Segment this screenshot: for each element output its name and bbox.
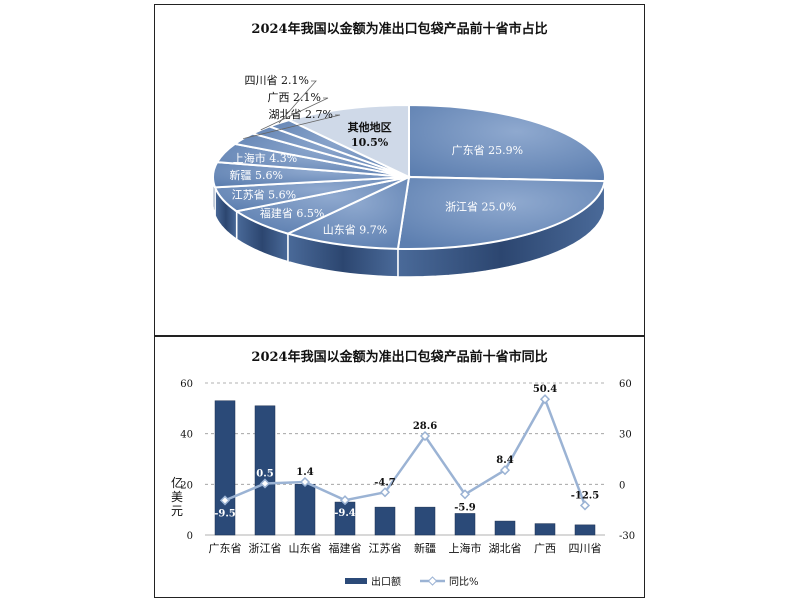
pie-label-item-7: 湖北省 2.7% bbox=[269, 108, 333, 121]
bars bbox=[214, 400, 596, 536]
pie-label-item-10: 其他地区 bbox=[348, 120, 392, 134]
bar-0 bbox=[214, 400, 236, 536]
left-tick-3: 60 bbox=[180, 379, 193, 390]
yoy-label-0: -9.5 bbox=[214, 508, 236, 519]
yoy-label-5: 28.6 bbox=[413, 421, 437, 432]
legend-line-label: 同比% bbox=[449, 576, 479, 588]
bar-4 bbox=[374, 506, 396, 536]
x-tick-8: 广西 bbox=[534, 542, 556, 555]
yoy-point-4 bbox=[379, 487, 391, 498]
x-tick-2: 山东省 bbox=[289, 542, 322, 555]
pie-leader-item-7 bbox=[243, 114, 341, 139]
x-tick-0: 广东省 bbox=[209, 542, 242, 555]
combo-chart-panel: 2024年我国以金额为准出口包袋产品前十省市同比 0 20 40 60 亿美元 -30 0 3… bbox=[154, 336, 645, 598]
right-tick-1: 0 bbox=[619, 480, 625, 491]
yoy-point-2 bbox=[299, 476, 311, 488]
combo-chart-title: 2024年我国以金额为准出口包袋产品前十省市同比 bbox=[251, 350, 548, 365]
line-series: -9.5 0.5 1.4 -9.4 -4.7 28.6 -5.9 8.4 50.4 -12.5 bbox=[214, 384, 599, 519]
bar-8 bbox=[534, 523, 556, 536]
yoy-label-7: 8.4 bbox=[496, 455, 513, 466]
pie-leader-item-9 bbox=[278, 80, 317, 124]
bar-7 bbox=[494, 520, 516, 536]
left-tick-2: 40 bbox=[180, 430, 193, 441]
pie-label-item-4: 江苏省 5.6% bbox=[232, 189, 296, 202]
pie-slices bbox=[212, 103, 607, 250]
yoy-point-9 bbox=[579, 500, 591, 511]
pie-labels: 广东省 25.9% 浙江省 25.0% 山东省 9.7% 福建省 6.5% 江苏省 5.… bbox=[229, 74, 523, 237]
legend-bar-label: 出口额 bbox=[371, 575, 401, 588]
pie-slice-item-2 bbox=[285, 175, 411, 250]
left-tick-1: 20 bbox=[180, 480, 193, 491]
yoy-point-0 bbox=[219, 495, 231, 506]
pie-label-item-8: 广西 2.1% bbox=[268, 91, 321, 104]
yoy-point-5 bbox=[419, 430, 431, 442]
pie-label-value-item-10: 10.5% bbox=[351, 136, 389, 149]
yoy-point-1 bbox=[259, 478, 271, 489]
pie-chart-panel: 2024年我国以金额为准出口包袋产品前十省市占比 广东省 25.9% 浙江省 25… bbox=[154, 4, 645, 336]
x-tick-1: 浙江省 bbox=[249, 542, 282, 555]
pie-label-item-5: 新疆 5.6% bbox=[229, 168, 282, 182]
pie-label-item-2: 山东省 9.7% bbox=[323, 224, 387, 237]
left-axis: 0 20 40 60 bbox=[180, 379, 193, 542]
x-tick-5: 新疆 bbox=[414, 541, 436, 555]
pie-label-item-3: 福建省 6.5% bbox=[260, 206, 324, 220]
legend-bar-swatch bbox=[345, 578, 367, 584]
bar-1 bbox=[254, 405, 276, 536]
yoy-point-8 bbox=[539, 394, 551, 405]
x-tick-9: 四川省 bbox=[569, 542, 602, 555]
pie-slice-item-1 bbox=[396, 175, 606, 250]
left-tick-0: 0 bbox=[187, 531, 193, 542]
yoy-point-6 bbox=[459, 489, 471, 500]
yoy-label-6: -5.9 bbox=[454, 502, 476, 513]
y-axis-label: 亿美元 bbox=[171, 475, 183, 518]
pie-label-item-0: 广东省 25.9% bbox=[452, 144, 523, 157]
x-tick-7: 湖北省 bbox=[489, 542, 522, 555]
yoy-label-2: 1.4 bbox=[296, 467, 313, 478]
pie-leader-item-8 bbox=[260, 97, 329, 131]
bar-2 bbox=[294, 484, 316, 536]
x-tick-4: 江苏省 bbox=[369, 542, 402, 555]
right-axis: -30 0 30 60 bbox=[619, 379, 635, 542]
yoy-label-3: -9.4 bbox=[334, 508, 356, 519]
x-tick-6: 上海市 bbox=[449, 541, 482, 555]
yoy-label-9: -12.5 bbox=[571, 490, 600, 501]
pie-slice-item-10 bbox=[286, 103, 410, 179]
pie-chart: 广东省 25.9% 浙江省 25.0% 山东省 9.7% 福建省 6.5% 江苏省 5.… bbox=[212, 74, 607, 278]
legend: 出口额 同比% bbox=[345, 575, 479, 588]
x-tick-3: 福建省 bbox=[329, 541, 362, 555]
yoy-point-7 bbox=[499, 465, 511, 476]
legend-line-marker bbox=[427, 576, 438, 586]
pie-slice-item-0 bbox=[408, 103, 607, 183]
bar-6 bbox=[454, 513, 476, 536]
yoy-label-8: 50.4 bbox=[533, 384, 557, 395]
yoy-line bbox=[224, 396, 587, 506]
yoy-label-1: 0.5 bbox=[256, 468, 273, 479]
x-axis: 广东省 浙江省 山东省 福建省 江苏省 新疆 上海市 湖北省 广西 四川省 bbox=[209, 541, 602, 555]
combo-chart: 0 20 40 60 亿美元 -30 0 30 60 广东省 浙江省 山东省 福建省 江苏省 新疆 上海市 湖北… bbox=[171, 379, 635, 588]
yoy-label-4: -4.7 bbox=[374, 477, 396, 488]
yoy-point-3 bbox=[339, 495, 351, 506]
pie-label-item-9: 四川省 2.1% bbox=[245, 74, 309, 87]
bar-5 bbox=[414, 506, 436, 536]
bar-9 bbox=[574, 524, 596, 536]
pie-label-item-6: 上海市 4.3% bbox=[233, 151, 297, 165]
right-tick-2: 30 bbox=[619, 430, 632, 441]
right-tick-0: -30 bbox=[619, 531, 635, 542]
pie-label-item-1: 浙江省 25.0% bbox=[445, 201, 516, 214]
right-tick-3: 60 bbox=[619, 379, 632, 390]
pie-chart-title: 2024年我国以金额为准出口包袋产品前十省市占比 bbox=[251, 22, 548, 37]
